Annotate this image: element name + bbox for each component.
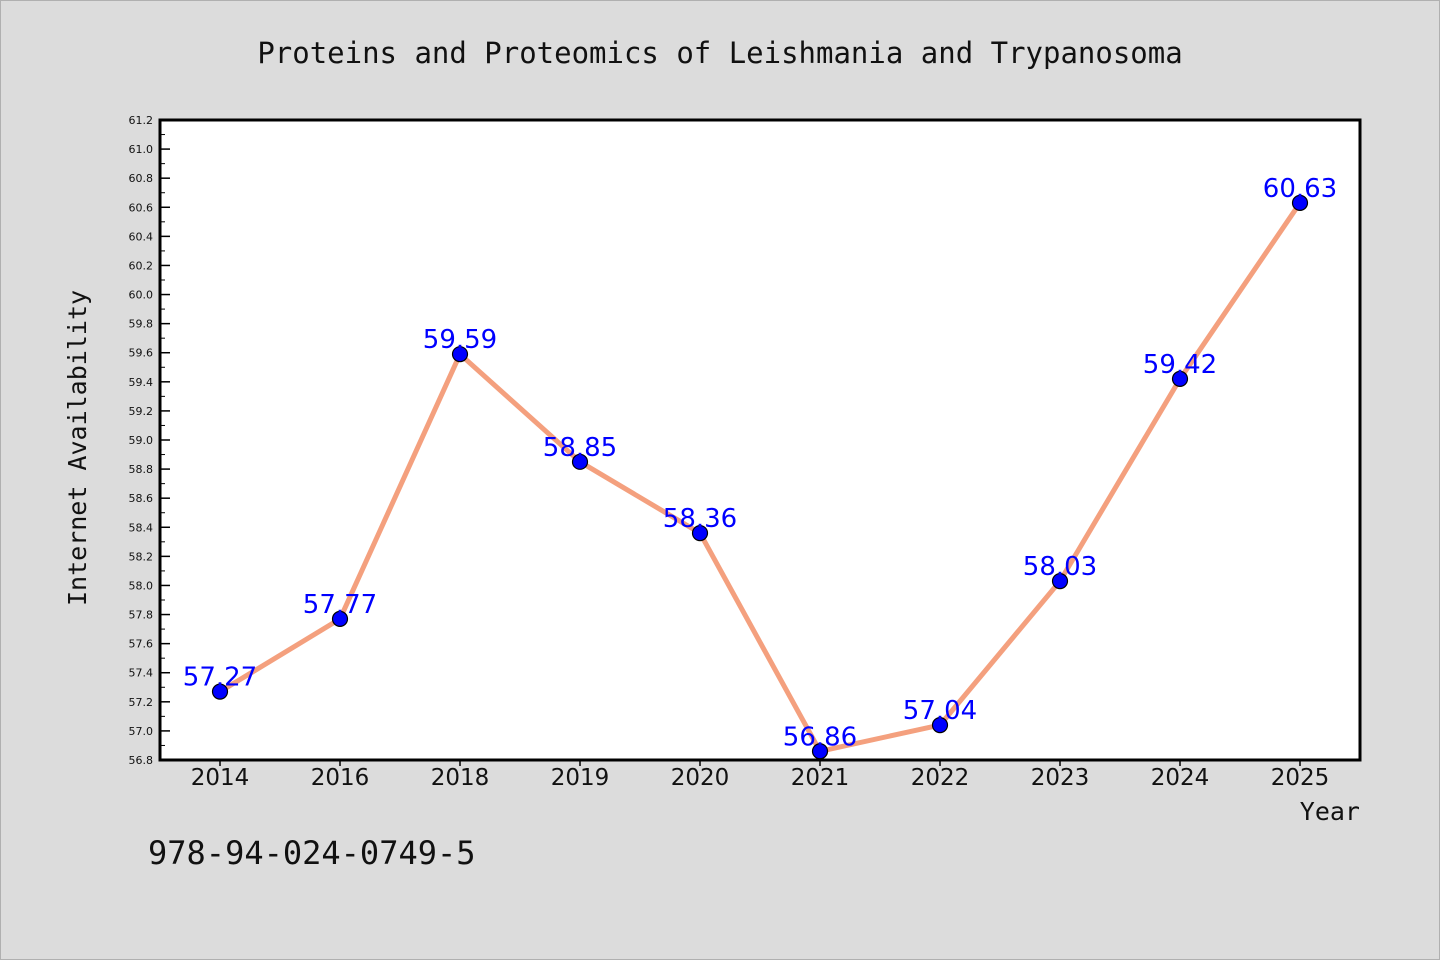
data-label: 59.59 [423,325,497,355]
chart-title: Proteins and Proteomics of Leishmania an… [257,36,1182,70]
y-tick-label: 60.6 [129,201,154,214]
data-markers [211,194,1309,760]
series-line [217,200,1303,754]
y-tick-label: 57.2 [129,696,154,709]
data-label: 57.27 [183,663,257,693]
y-tick-label: 60.4 [129,230,154,243]
y-tick-label: 59.4 [129,376,154,389]
data-label: 59.42 [1143,350,1217,380]
y-axis: 56.8 57.0 57.2 57.4 57.6 57.8 58.0 58.2 58.4 58.6… [129,114,170,767]
x-tick-label: 2025 [1271,765,1330,791]
y-tick-label: 56.8 [129,754,154,767]
x-tick-label: 2019 [551,765,610,791]
data-point [1051,572,1069,590]
y-tick-label: 60.2 [129,259,154,272]
data-point [331,610,349,628]
y-tick-label: 59.6 [129,347,154,360]
y-tick-label: 57.0 [129,725,154,738]
y-tick-label: 58.2 [129,550,154,563]
data-point [931,716,949,734]
plot-area [160,120,1360,760]
x-tick-label: 2014 [191,765,250,791]
y-tick-label: 59.8 [129,318,154,331]
data-point [571,453,589,470]
x-tick-label: 2018 [431,765,490,791]
y-tick-label: 60.8 [129,172,154,185]
data-label: 57.77 [303,590,377,620]
data-point [1171,370,1189,388]
data-point [451,346,469,363]
y-tick-label: 60.0 [129,289,154,302]
y-tick-label: 58.6 [129,492,154,505]
x-tick-label: 2020 [671,765,730,791]
plot-frame [158,118,1362,762]
y-tick-label: 57.4 [129,667,154,680]
x-tick-label: 2024 [1151,765,1210,791]
x-tick-label: 2021 [791,765,850,791]
y-tick-label: 61.2 [129,114,154,127]
data-label: 60.63 [1263,174,1337,204]
x-axis-label: Year [1300,797,1360,826]
y-axis-label: Internet Availability [63,290,92,606]
data-label: 56.86 [783,722,857,752]
y-tick-label: 61.0 [129,143,154,156]
data-labels: 57.27 57.77 59.59 58.85 58.36 56.86 57.04 58.03… [183,174,1337,752]
x-tick-label: 2016 [311,765,370,791]
y-tick-label: 58.4 [129,521,154,534]
data-point [1291,194,1309,212]
x-tick-label: 2022 [911,765,970,791]
data-label: 58.36 [663,504,737,534]
data-label: 58.03 [1023,552,1097,582]
y-tick-label: 59.0 [129,434,154,447]
x-tick-label: 2023 [1031,765,1090,791]
data-label: 57.04 [903,696,977,726]
y-tick-label: 59.2 [129,405,154,418]
x-axis: 2014 2016 2018 2019 2020 2021 2022 2023 2024 2025 [191,760,1330,791]
data-point [691,524,709,542]
y-tick-label: 57.8 [129,609,154,622]
data-label: 58.85 [543,433,617,463]
y-tick-label: 58.8 [129,463,154,476]
data-point [211,683,229,700]
y-tick-label: 57.6 [129,638,154,651]
isbn-text: 978-94-024-0749-5 [148,834,476,872]
y-tick-label: 58.0 [129,579,154,592]
